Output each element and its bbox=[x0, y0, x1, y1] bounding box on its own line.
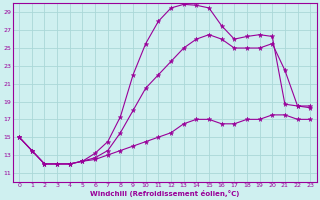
X-axis label: Windchill (Refroidissement éolien,°C): Windchill (Refroidissement éolien,°C) bbox=[90, 190, 239, 197]
